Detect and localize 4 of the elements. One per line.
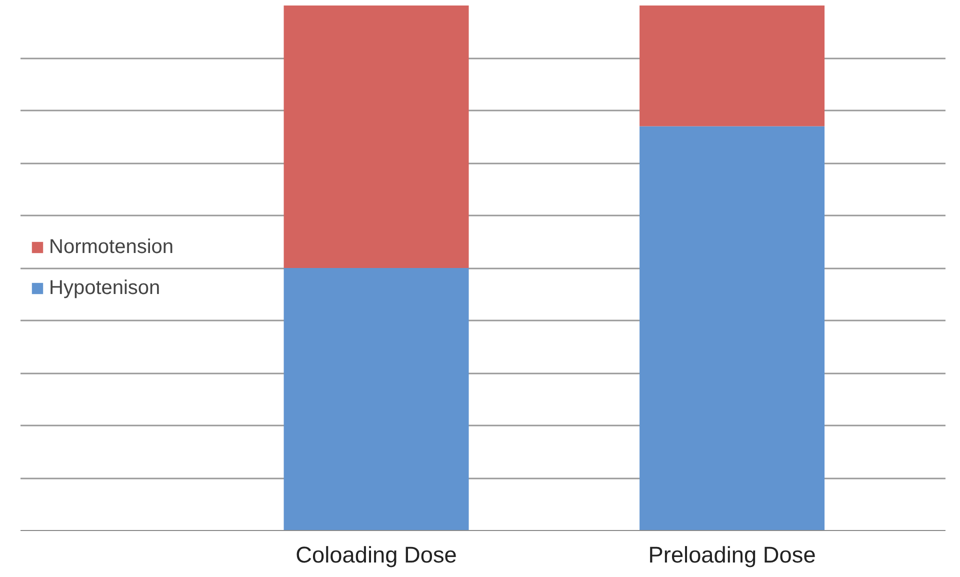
legend-label: Normotension: [49, 236, 174, 258]
x-tick-label: Preloading Dose: [648, 542, 816, 568]
legend-label: Hypotenison: [49, 276, 160, 300]
x-tick-label: Coloading Dose: [296, 542, 457, 568]
